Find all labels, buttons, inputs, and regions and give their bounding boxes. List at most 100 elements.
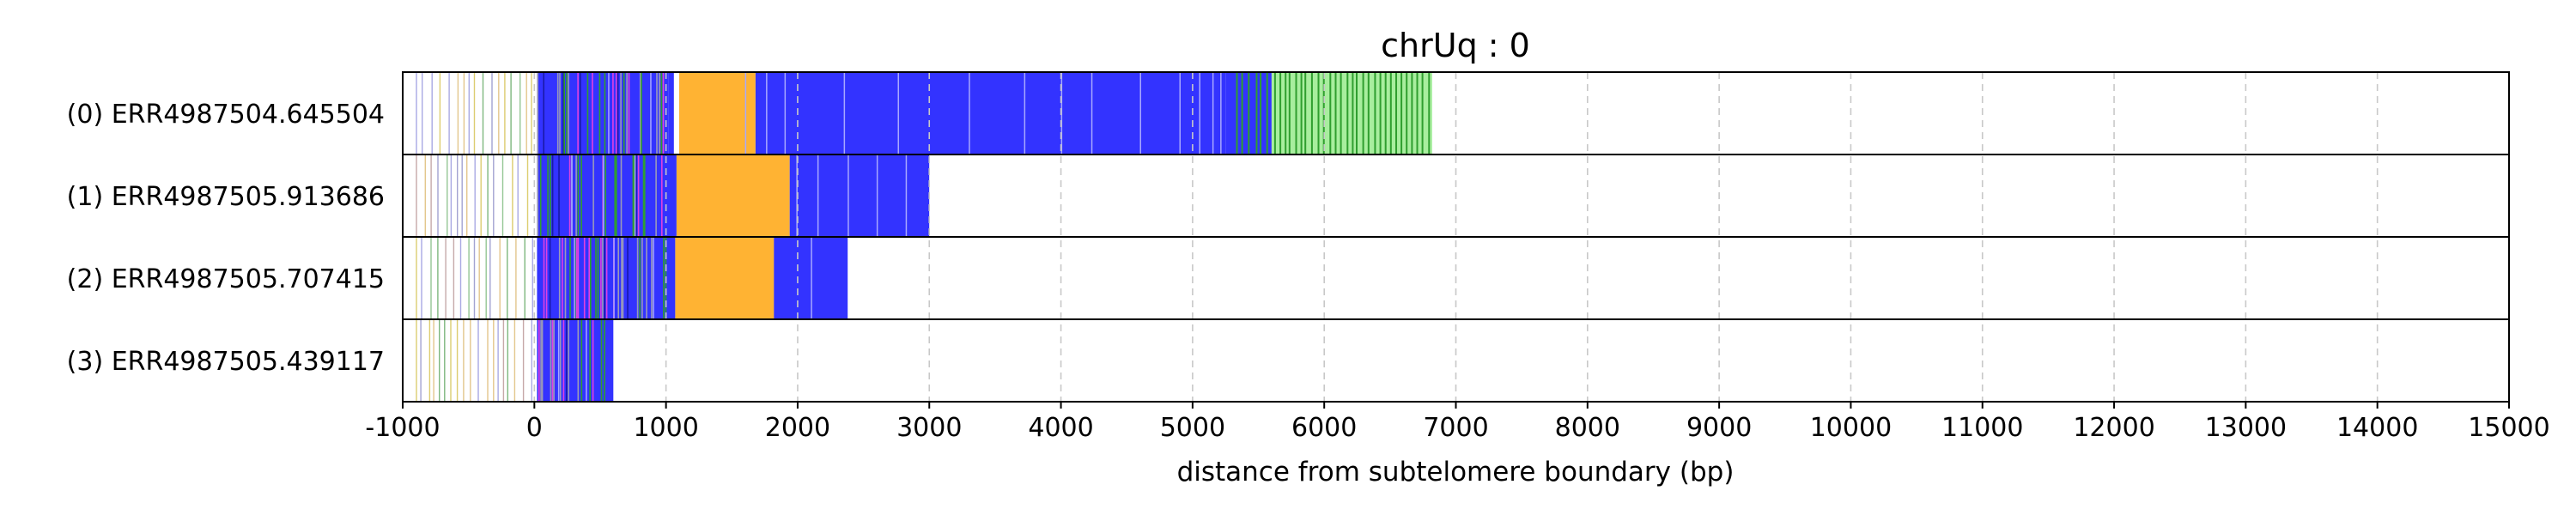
variant-mark — [613, 237, 615, 319]
x-tick-label: 10000 — [1810, 413, 1892, 443]
variant-mark — [1389, 72, 1392, 154]
variant-mark — [577, 154, 580, 237]
variant-mark — [604, 72, 606, 154]
variant-mark — [1367, 72, 1370, 154]
variant-mark — [562, 72, 564, 154]
variant-mark — [456, 319, 459, 402]
variant-mark — [562, 237, 563, 319]
variant-mark — [502, 319, 505, 402]
variant-mark — [627, 237, 629, 319]
variant-mark — [550, 154, 551, 237]
variant-mark — [556, 72, 559, 154]
variant-mark — [522, 319, 525, 402]
variant-mark — [595, 237, 597, 319]
variant-mark — [1340, 72, 1342, 154]
variant-mark — [468, 72, 470, 154]
variant-mark — [497, 319, 499, 402]
variant-mark — [537, 154, 538, 237]
variant-mark — [477, 319, 479, 402]
variant-mark — [439, 319, 440, 402]
variant-mark — [559, 319, 562, 402]
variant-mark — [1266, 72, 1268, 154]
variant-mark — [744, 72, 747, 154]
variant-mark — [604, 237, 605, 319]
variant-mark — [568, 72, 569, 154]
variant-mark — [1288, 72, 1291, 154]
variant-mark — [473, 237, 476, 319]
x-tick-label: -1000 — [365, 413, 440, 443]
variant-mark — [487, 154, 489, 237]
variant-mark — [540, 319, 542, 402]
chart-title: chrUq : 0 — [1381, 27, 1530, 64]
variant-mark — [569, 237, 571, 319]
read-row: (3) ERR4987505.439117 — [67, 319, 614, 402]
variant-mark — [450, 154, 453, 237]
variant-mark — [550, 319, 552, 402]
variant-mark — [580, 319, 583, 402]
variant-mark — [563, 72, 565, 154]
variant-mark — [575, 237, 578, 319]
x-tick-label: 15000 — [2468, 413, 2549, 443]
variant-mark — [538, 319, 540, 402]
variant-mark — [590, 237, 592, 319]
variant-mark — [602, 237, 604, 319]
variant-mark — [562, 319, 565, 402]
variant-mark — [499, 237, 501, 319]
variant-mark — [473, 72, 476, 154]
variant-mark — [543, 237, 545, 319]
variant-mark — [437, 237, 439, 319]
variant-mark — [663, 237, 665, 319]
segment-blue — [797, 154, 930, 237]
variant-mark — [558, 237, 561, 319]
variant-mark — [489, 237, 491, 319]
variant-mark — [507, 319, 508, 402]
variant-mark — [493, 154, 495, 237]
x-tick-label: 3000 — [896, 413, 962, 443]
segment-blue — [774, 237, 848, 319]
x-axis-label: distance from subtelomere boundary (bp) — [1177, 457, 1735, 488]
variant-mark — [537, 72, 538, 154]
variant-mark — [457, 72, 459, 154]
variant-mark — [549, 237, 551, 319]
variant-mark — [603, 154, 605, 237]
variant-mark — [662, 72, 665, 154]
variant-mark — [459, 237, 462, 319]
variant-mark — [463, 319, 465, 402]
x-tick-label: 6000 — [1291, 413, 1357, 443]
variant-mark — [639, 237, 641, 319]
segment-orange — [676, 154, 790, 237]
variant-mark — [1199, 72, 1200, 154]
variant-mark — [450, 319, 452, 402]
variant-mark — [615, 72, 617, 154]
variant-mark — [636, 237, 639, 319]
variant-mark — [634, 154, 636, 237]
variant-mark — [498, 72, 500, 154]
variant-mark — [605, 154, 606, 237]
variant-mark — [1400, 72, 1403, 154]
variant-mark — [905, 154, 908, 237]
variant-mark — [1428, 72, 1431, 154]
variant-mark — [620, 72, 622, 154]
x-tick-label: 1000 — [633, 413, 698, 443]
variant-mark — [1236, 72, 1238, 154]
variant-mark — [568, 319, 569, 402]
row-label: (0) ERR4987504.645504 — [67, 100, 385, 130]
variant-mark — [1304, 72, 1307, 154]
variant-mark — [1406, 72, 1408, 154]
variant-mark — [1334, 72, 1337, 154]
variant-mark — [651, 237, 653, 319]
variant-mark — [1300, 72, 1303, 154]
variant-mark — [583, 237, 586, 319]
variant-mark — [420, 319, 422, 402]
variant-mark — [577, 319, 580, 402]
variant-mark — [621, 237, 623, 319]
variant-mark — [515, 237, 517, 319]
variant-mark — [656, 72, 658, 154]
variant-mark — [517, 154, 519, 237]
x-tick-label: 12000 — [2073, 413, 2154, 443]
read-row: (0) ERR4987504.645504 — [67, 72, 1432, 154]
segment-orange — [679, 72, 756, 154]
variant-mark — [586, 72, 589, 154]
variant-mark — [817, 154, 819, 237]
